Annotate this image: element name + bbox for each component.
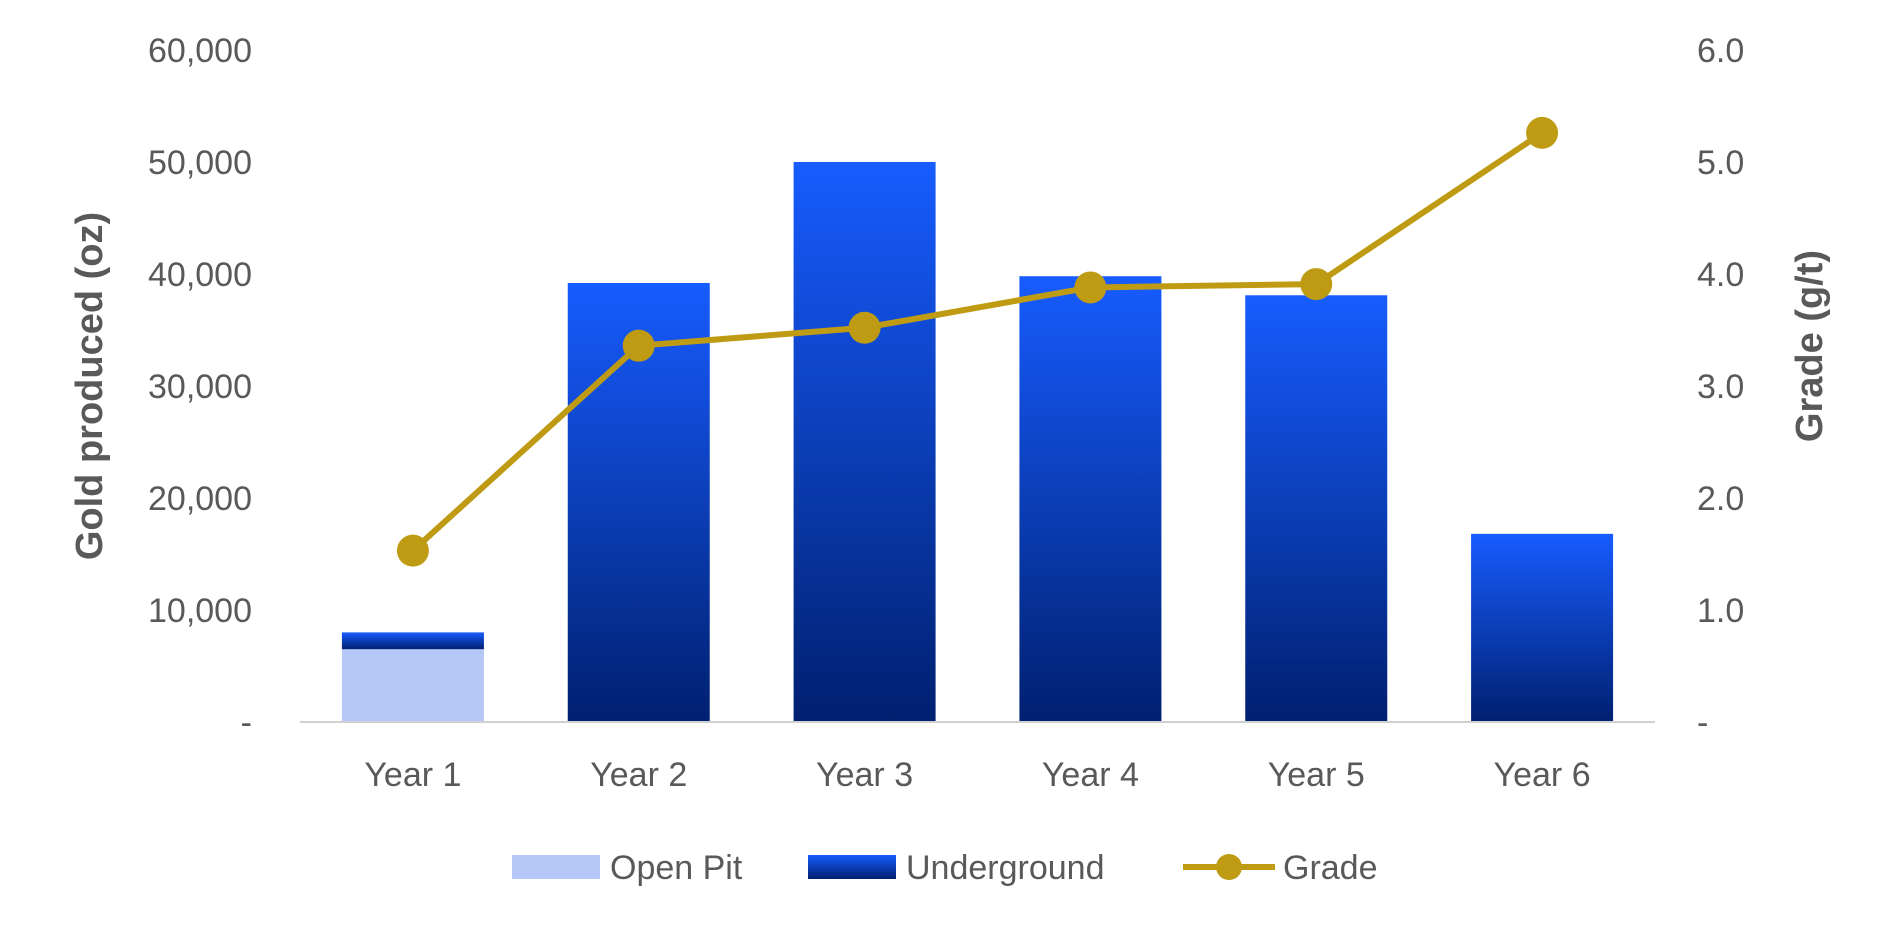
y-tick-label: 10,000 <box>148 592 252 630</box>
legend-label: Open Pit <box>610 849 743 887</box>
x-tick-label: Year 2 <box>590 756 687 794</box>
y2-axis-title: Grade (g/t) <box>1789 250 1831 442</box>
bar-underground <box>341 632 484 650</box>
grade-point <box>1300 268 1333 301</box>
grade-line <box>410 130 1544 553</box>
y-tick-label: - <box>241 704 252 742</box>
y2-tick-label: 5.0 <box>1697 144 1744 182</box>
y-tick-label: 60,000 <box>148 32 252 70</box>
legend-item-grade: Grade <box>1183 849 1378 887</box>
legend-swatch <box>808 855 896 879</box>
y2-tick-label: - <box>1697 704 1708 742</box>
legend: Open Pit Underground Grade <box>512 849 1378 887</box>
x-tick-label: Year 5 <box>1268 756 1365 794</box>
y2-tick-label: 6.0 <box>1697 32 1744 70</box>
y2-tick-label: 1.0 <box>1697 592 1744 630</box>
grade-point <box>622 329 655 362</box>
grade-point <box>396 534 429 567</box>
y2-tick-label: 3.0 <box>1697 368 1744 406</box>
y-axis-title: Gold produced (oz) <box>69 212 111 560</box>
legend-item-open-pit: Open Pit <box>512 849 743 887</box>
y-tick-label: 20,000 <box>148 480 252 518</box>
y-tick-label: 40,000 <box>148 256 252 294</box>
grade-point <box>848 311 881 344</box>
x-tick-label: Year 3 <box>816 756 913 794</box>
y2-tick-label: 2.0 <box>1697 480 1744 518</box>
legend-marker <box>1216 854 1242 880</box>
grade-point <box>1074 271 1107 304</box>
right-axis-ticks: - 1.0 2.0 3.0 4.0 5.0 6.0 <box>1697 32 1744 742</box>
legend-label: Grade <box>1283 849 1378 887</box>
legend-swatch <box>512 855 600 879</box>
bar-underground <box>793 162 936 722</box>
x-tick-label: Year 1 <box>364 756 461 794</box>
bar-underground <box>1019 276 1162 722</box>
grade-line-layer <box>396 116 1559 567</box>
category-labels: Year 1 Year 2 Year 3 Year 4 Year 5 Year 6 <box>364 756 1590 794</box>
grade-point <box>1526 116 1559 149</box>
bar-open-pit <box>341 649 484 722</box>
legend-item-underground: Underground <box>808 849 1104 887</box>
bar-underground <box>1245 295 1388 722</box>
y-tick-label: 30,000 <box>148 368 252 406</box>
y2-tick-label: 4.0 <box>1697 256 1744 294</box>
legend-label: Underground <box>906 849 1104 887</box>
bars <box>341 162 1614 722</box>
bar-underground <box>1471 533 1614 722</box>
x-tick-label: Year 6 <box>1494 756 1591 794</box>
y-tick-label: 50,000 <box>148 144 252 182</box>
left-axis-ticks: - 10,000 20,000 30,000 40,000 50,000 60,000 <box>148 32 252 742</box>
x-tick-label: Year 4 <box>1042 756 1139 794</box>
